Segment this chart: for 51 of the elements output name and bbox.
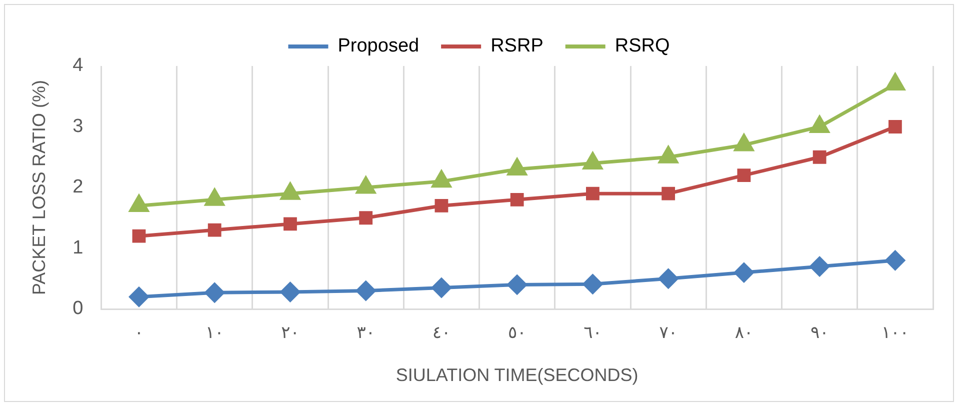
- point: [280, 282, 300, 302]
- point: [734, 134, 754, 152]
- point: [583, 152, 602, 170]
- point: [280, 182, 300, 200]
- x-tick-label: ٥٠: [508, 322, 526, 342]
- point: [586, 186, 600, 200]
- y-tick-label: 1: [72, 237, 84, 258]
- x-tick-label: ٨٠: [734, 322, 754, 342]
- y-tick-label: 4: [72, 55, 84, 76]
- x-tick-label: ٧٠: [659, 322, 678, 342]
- point: [582, 274, 602, 294]
- x-tick-label: ٦٠: [584, 322, 602, 342]
- point: [434, 199, 448, 212]
- point: [658, 268, 678, 288]
- point: [810, 256, 830, 276]
- point: [356, 281, 376, 301]
- x-tick-label: ٩٠: [810, 322, 829, 342]
- point: [734, 262, 754, 282]
- x-axis-title: SIULATION TIME(SECONDS): [396, 365, 638, 386]
- x-tick-label: ٢٠: [281, 322, 300, 342]
- point: [510, 192, 524, 206]
- legend-label: RSRP: [490, 36, 544, 57]
- point: [658, 146, 678, 164]
- point: [359, 211, 373, 225]
- point: [284, 217, 297, 231]
- y-tick-label: 0: [72, 298, 84, 320]
- legend-label: RSRQ: [614, 36, 670, 57]
- point: [132, 229, 146, 243]
- point: [508, 158, 527, 176]
- point: [507, 274, 527, 294]
- y-axis-title: PACKET LOSS RATIO (%): [28, 80, 49, 296]
- point: [205, 188, 224, 206]
- point: [432, 278, 452, 298]
- point: [356, 176, 376, 194]
- x-tick-label: ١٠٠: [881, 322, 909, 342]
- x-tick-label: ٤٠: [432, 322, 451, 342]
- point: [208, 223, 222, 237]
- point: [886, 73, 905, 90]
- point: [662, 186, 676, 200]
- point: [204, 282, 224, 302]
- y-tick-label: 2: [72, 176, 84, 198]
- y-tick-label: 3: [72, 116, 84, 137]
- point: [129, 194, 149, 212]
- legend-label: Proposed: [338, 36, 420, 57]
- point: [129, 287, 149, 307]
- x-tick-label: ٠: [134, 322, 144, 342]
- x-tick-label: ٣٠: [356, 322, 375, 342]
- point: [810, 116, 830, 133]
- point: [432, 170, 452, 188]
- x-tick-label: ١٠: [205, 322, 224, 342]
- point: [885, 250, 905, 270]
